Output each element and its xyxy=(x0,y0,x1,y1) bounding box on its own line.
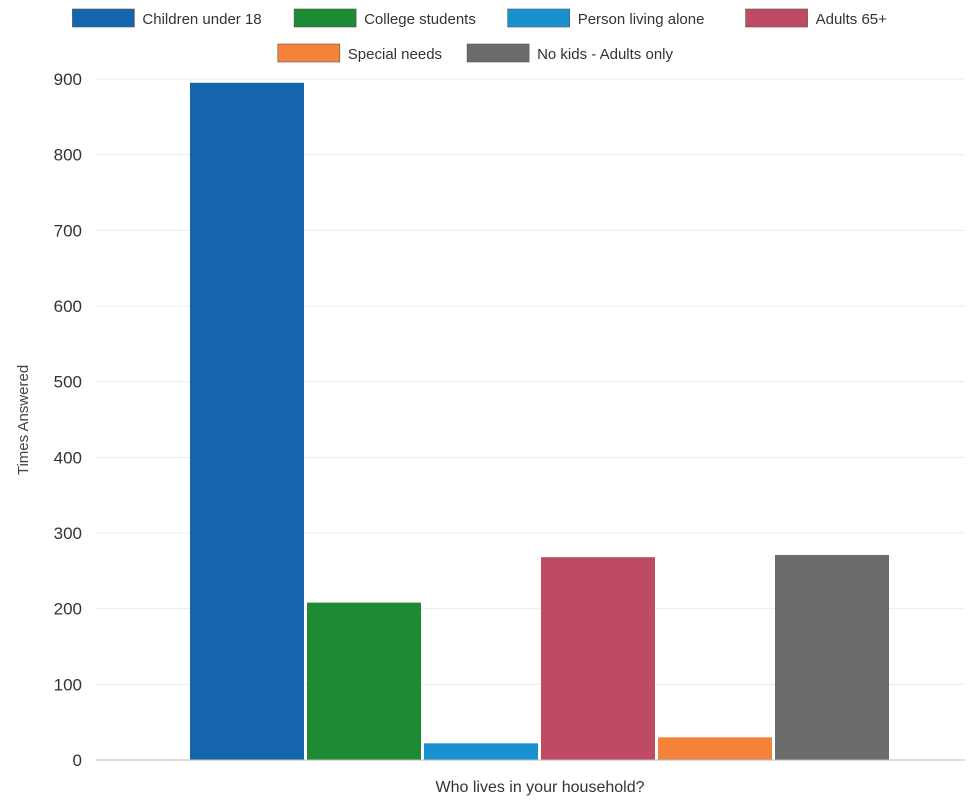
axes: Times Answered Who lives in your househo… xyxy=(15,70,965,796)
legend-label: Adults 65+ xyxy=(816,11,888,28)
legend-swatch xyxy=(277,43,341,63)
y-tick-label: 600 xyxy=(54,297,82,316)
legend-swatch xyxy=(745,8,808,28)
bar xyxy=(190,82,304,761)
y-axis-title: Times Answered xyxy=(15,365,32,475)
y-tick-label: 400 xyxy=(54,448,82,467)
x-axis-title: Who lives in your household? xyxy=(435,779,644,796)
legend-swatch xyxy=(293,8,357,28)
legend-swatch xyxy=(466,43,530,63)
y-tick-label: 800 xyxy=(54,146,82,165)
legend-label: College students xyxy=(364,11,476,28)
bar xyxy=(424,743,538,760)
legend-label: No kids - Adults only xyxy=(537,46,673,63)
y-tick-label: 200 xyxy=(54,600,82,619)
legend: Children under 18 College students Person … xyxy=(72,8,888,63)
legend-swatch xyxy=(507,8,571,28)
bar xyxy=(541,557,655,760)
y-tick-label: 900 xyxy=(54,70,82,89)
y-tick-label: 700 xyxy=(54,221,82,240)
bars xyxy=(190,82,889,761)
legend-label: Children under 18 xyxy=(142,11,261,28)
legend-swatch xyxy=(72,8,135,28)
legend-label: Special needs xyxy=(348,46,442,63)
bar xyxy=(658,737,772,760)
legend-label: Person living alone xyxy=(578,11,705,28)
y-tick-label: 500 xyxy=(54,373,82,392)
y-tick-label: 300 xyxy=(54,524,82,543)
bar xyxy=(307,602,421,760)
bar xyxy=(775,554,889,760)
y-tick-label: 100 xyxy=(54,675,82,694)
y-tick-label: 0 xyxy=(73,751,82,770)
